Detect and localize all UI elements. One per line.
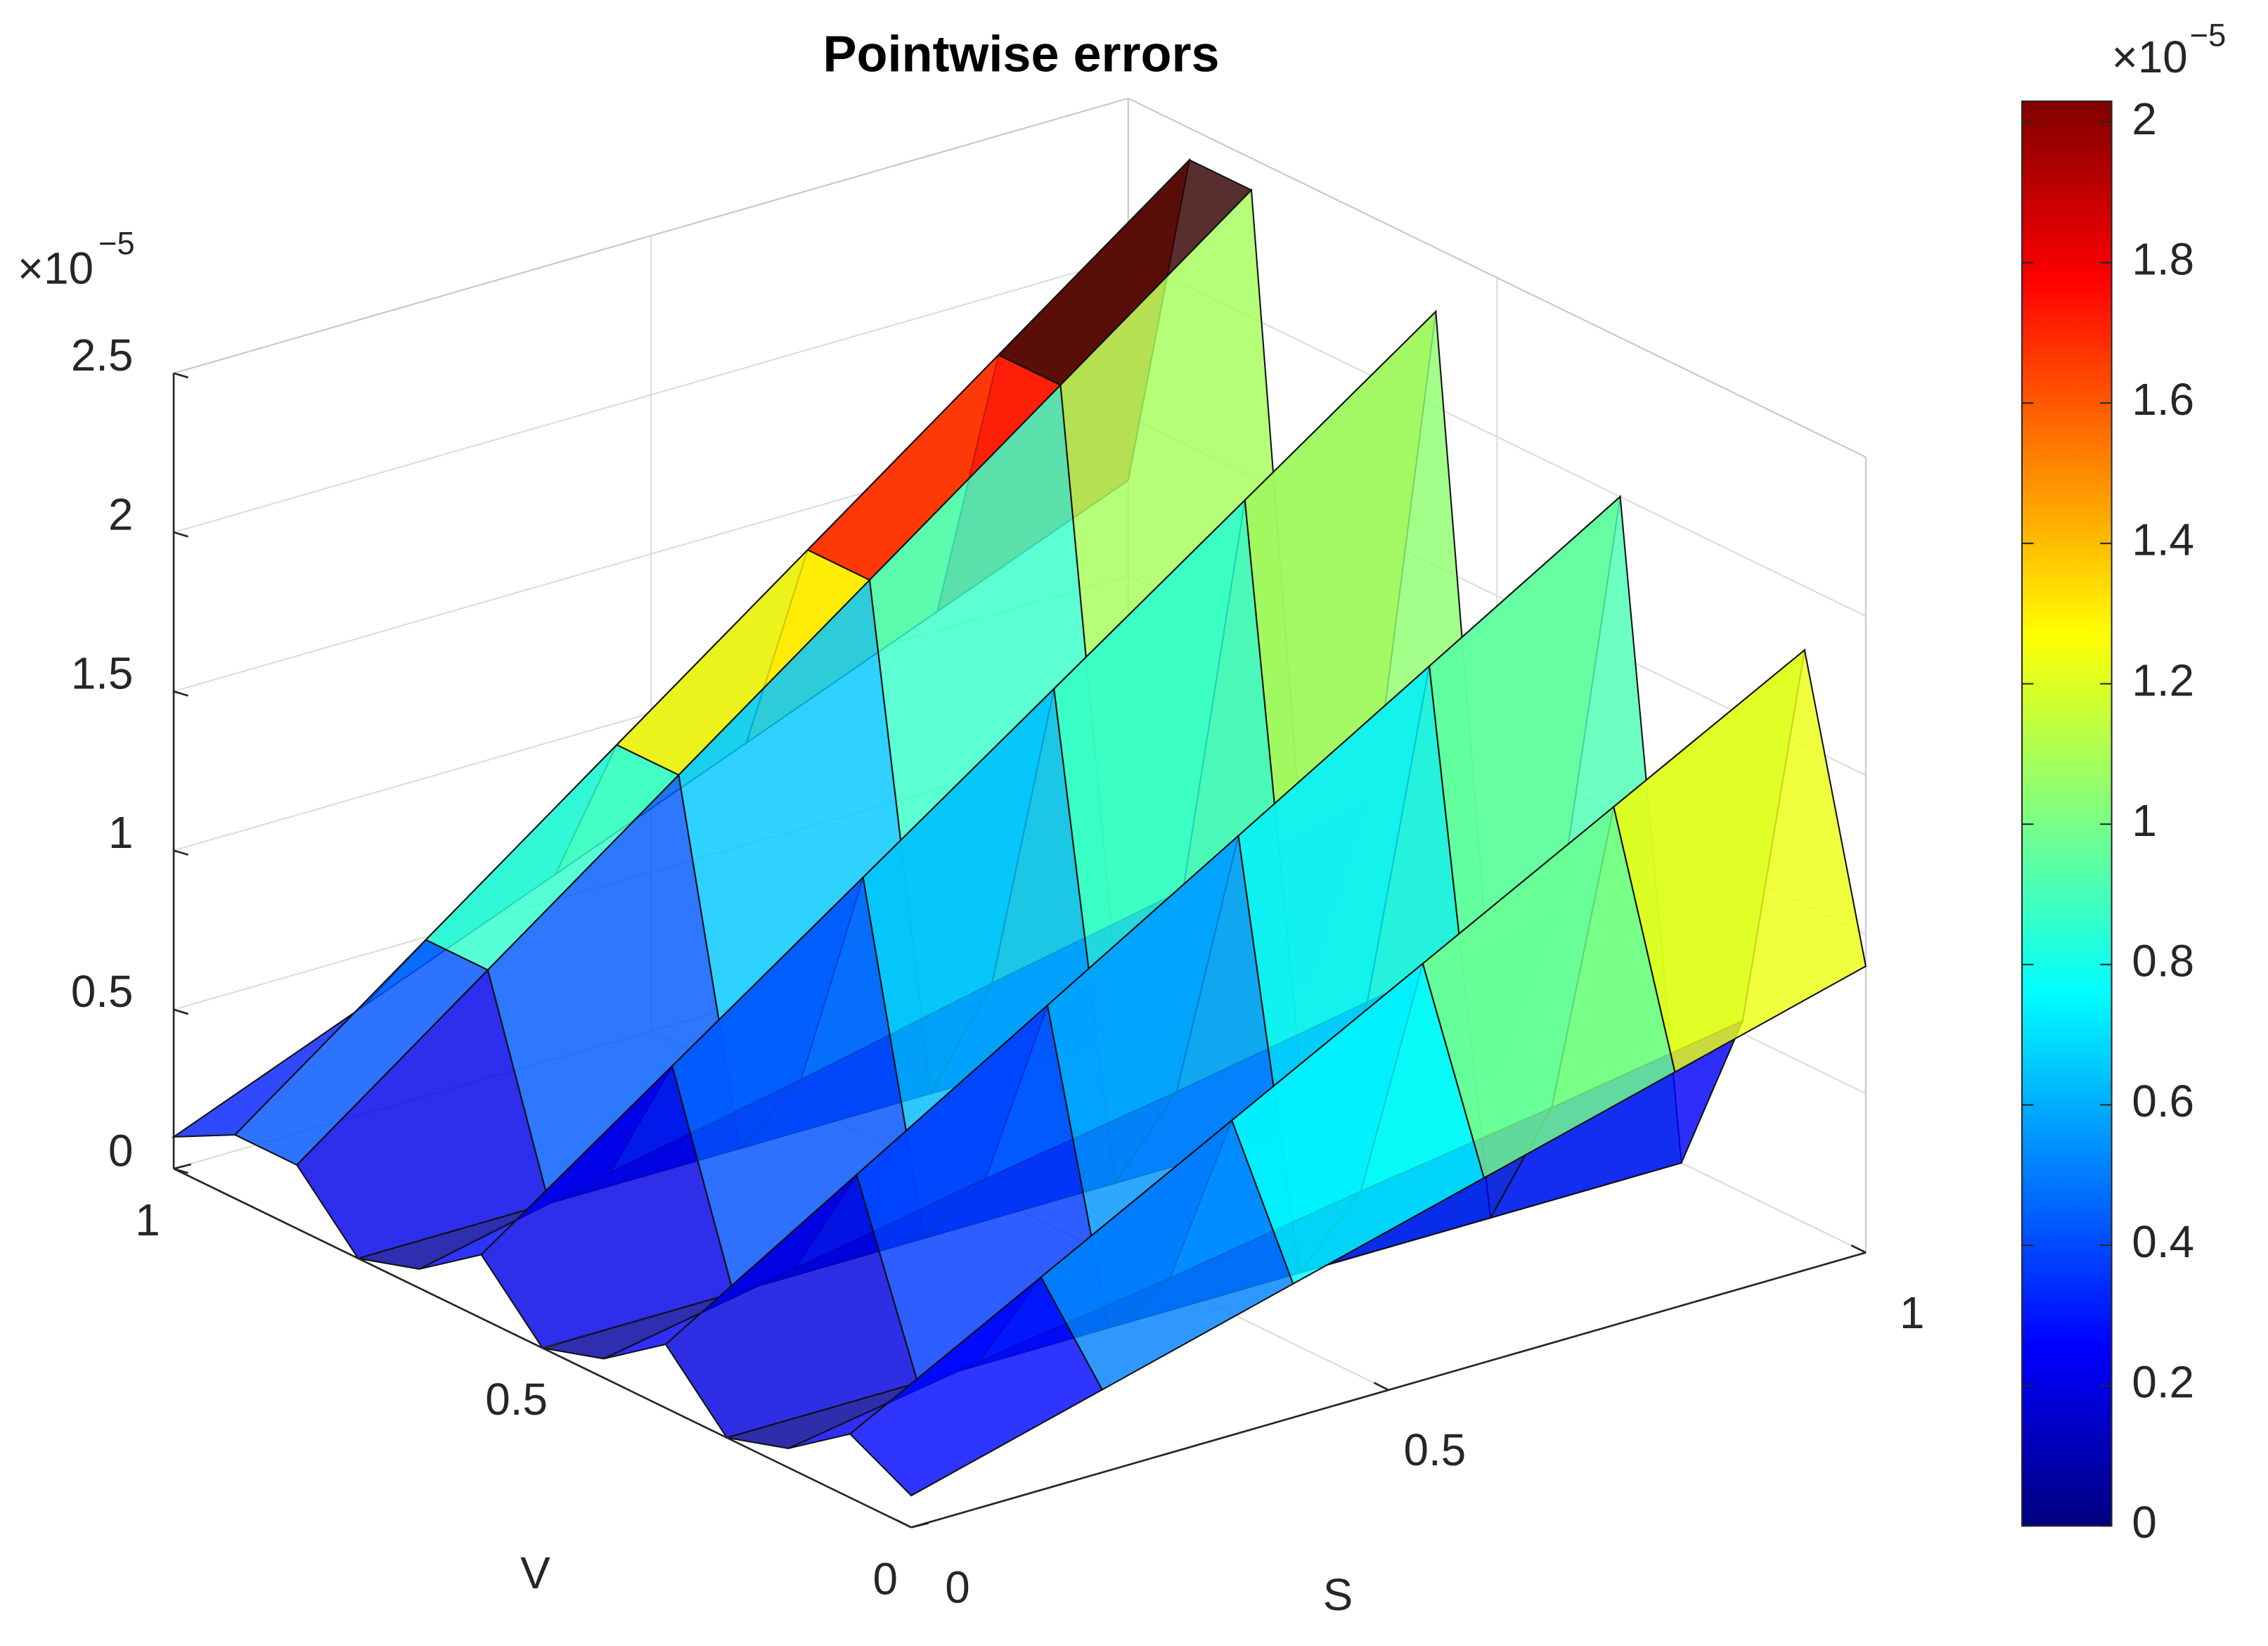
z-exponent-base: ×10 [18, 243, 94, 294]
z-tick [173, 372, 189, 379]
z-tick-label: 2.5 [71, 330, 134, 380]
x-axis-label: S [1323, 1569, 1353, 1620]
y-tick-label: 0.5 [485, 1374, 548, 1425]
z-tick-label: 1 [108, 807, 133, 858]
colorbar-tick-label: 1 [2132, 795, 2156, 846]
z-tick-label: 0.5 [71, 966, 134, 1017]
colorbar [2021, 100, 2113, 1527]
z-exponent-power: −5 [98, 226, 135, 262]
colorbar-exponent-power: −5 [2190, 17, 2227, 53]
colorbar-tick-label: 1.4 [2132, 515, 2194, 565]
colorbar-tick-label: 0.4 [2132, 1216, 2194, 1267]
y-tick [542, 1342, 560, 1349]
z-tick [173, 1008, 189, 1015]
z-tick [173, 1167, 189, 1174]
y-tick [173, 1163, 192, 1170]
y-tick-label: 1 [135, 1195, 160, 1245]
colorbar-tick-label: 0 [2132, 1497, 2156, 1548]
y-axis-label: V [520, 1548, 550, 1598]
colorbar-tick-label: 2 [2132, 94, 2156, 144]
grid-line [173, 257, 1129, 534]
z-tick-label: 2 [108, 489, 133, 539]
colorbar-tick-label: 1.2 [2132, 655, 2194, 705]
colorbar-exponent-base: ×10 [2112, 32, 2188, 82]
box-edge [1128, 97, 1867, 458]
z-tick [173, 849, 189, 856]
colorbar-tick-label: 0.2 [2132, 1356, 2194, 1407]
y-tick [910, 1522, 929, 1529]
z-tick [173, 690, 189, 697]
colorbar-tick-label: 0.8 [2132, 936, 2194, 986]
y-tick-label: 0 [872, 1553, 897, 1604]
z-tick-label: 0 [108, 1125, 133, 1176]
box-edge [173, 97, 1129, 374]
chart-title: Pointwise errors [823, 26, 1220, 82]
x-tick-label: 1 [1900, 1287, 1924, 1338]
colorbar-tick-label: 0.6 [2132, 1076, 2194, 1126]
x-tick-label: 0 [945, 1562, 969, 1613]
x-tick-label: 0.5 [1404, 1425, 1467, 1475]
surface-face [849, 1275, 1104, 1497]
z-tick-label: 1.5 [71, 648, 134, 699]
colorbar-tick-label: 1.8 [2132, 233, 2194, 284]
x-tick [1850, 1244, 1867, 1254]
x-tick [1373, 1382, 1389, 1391]
x-tick [896, 1519, 912, 1529]
z-tick [173, 531, 189, 538]
surface [171, 157, 1867, 1497]
colorbar-tick-label: 1.6 [2132, 374, 2194, 425]
